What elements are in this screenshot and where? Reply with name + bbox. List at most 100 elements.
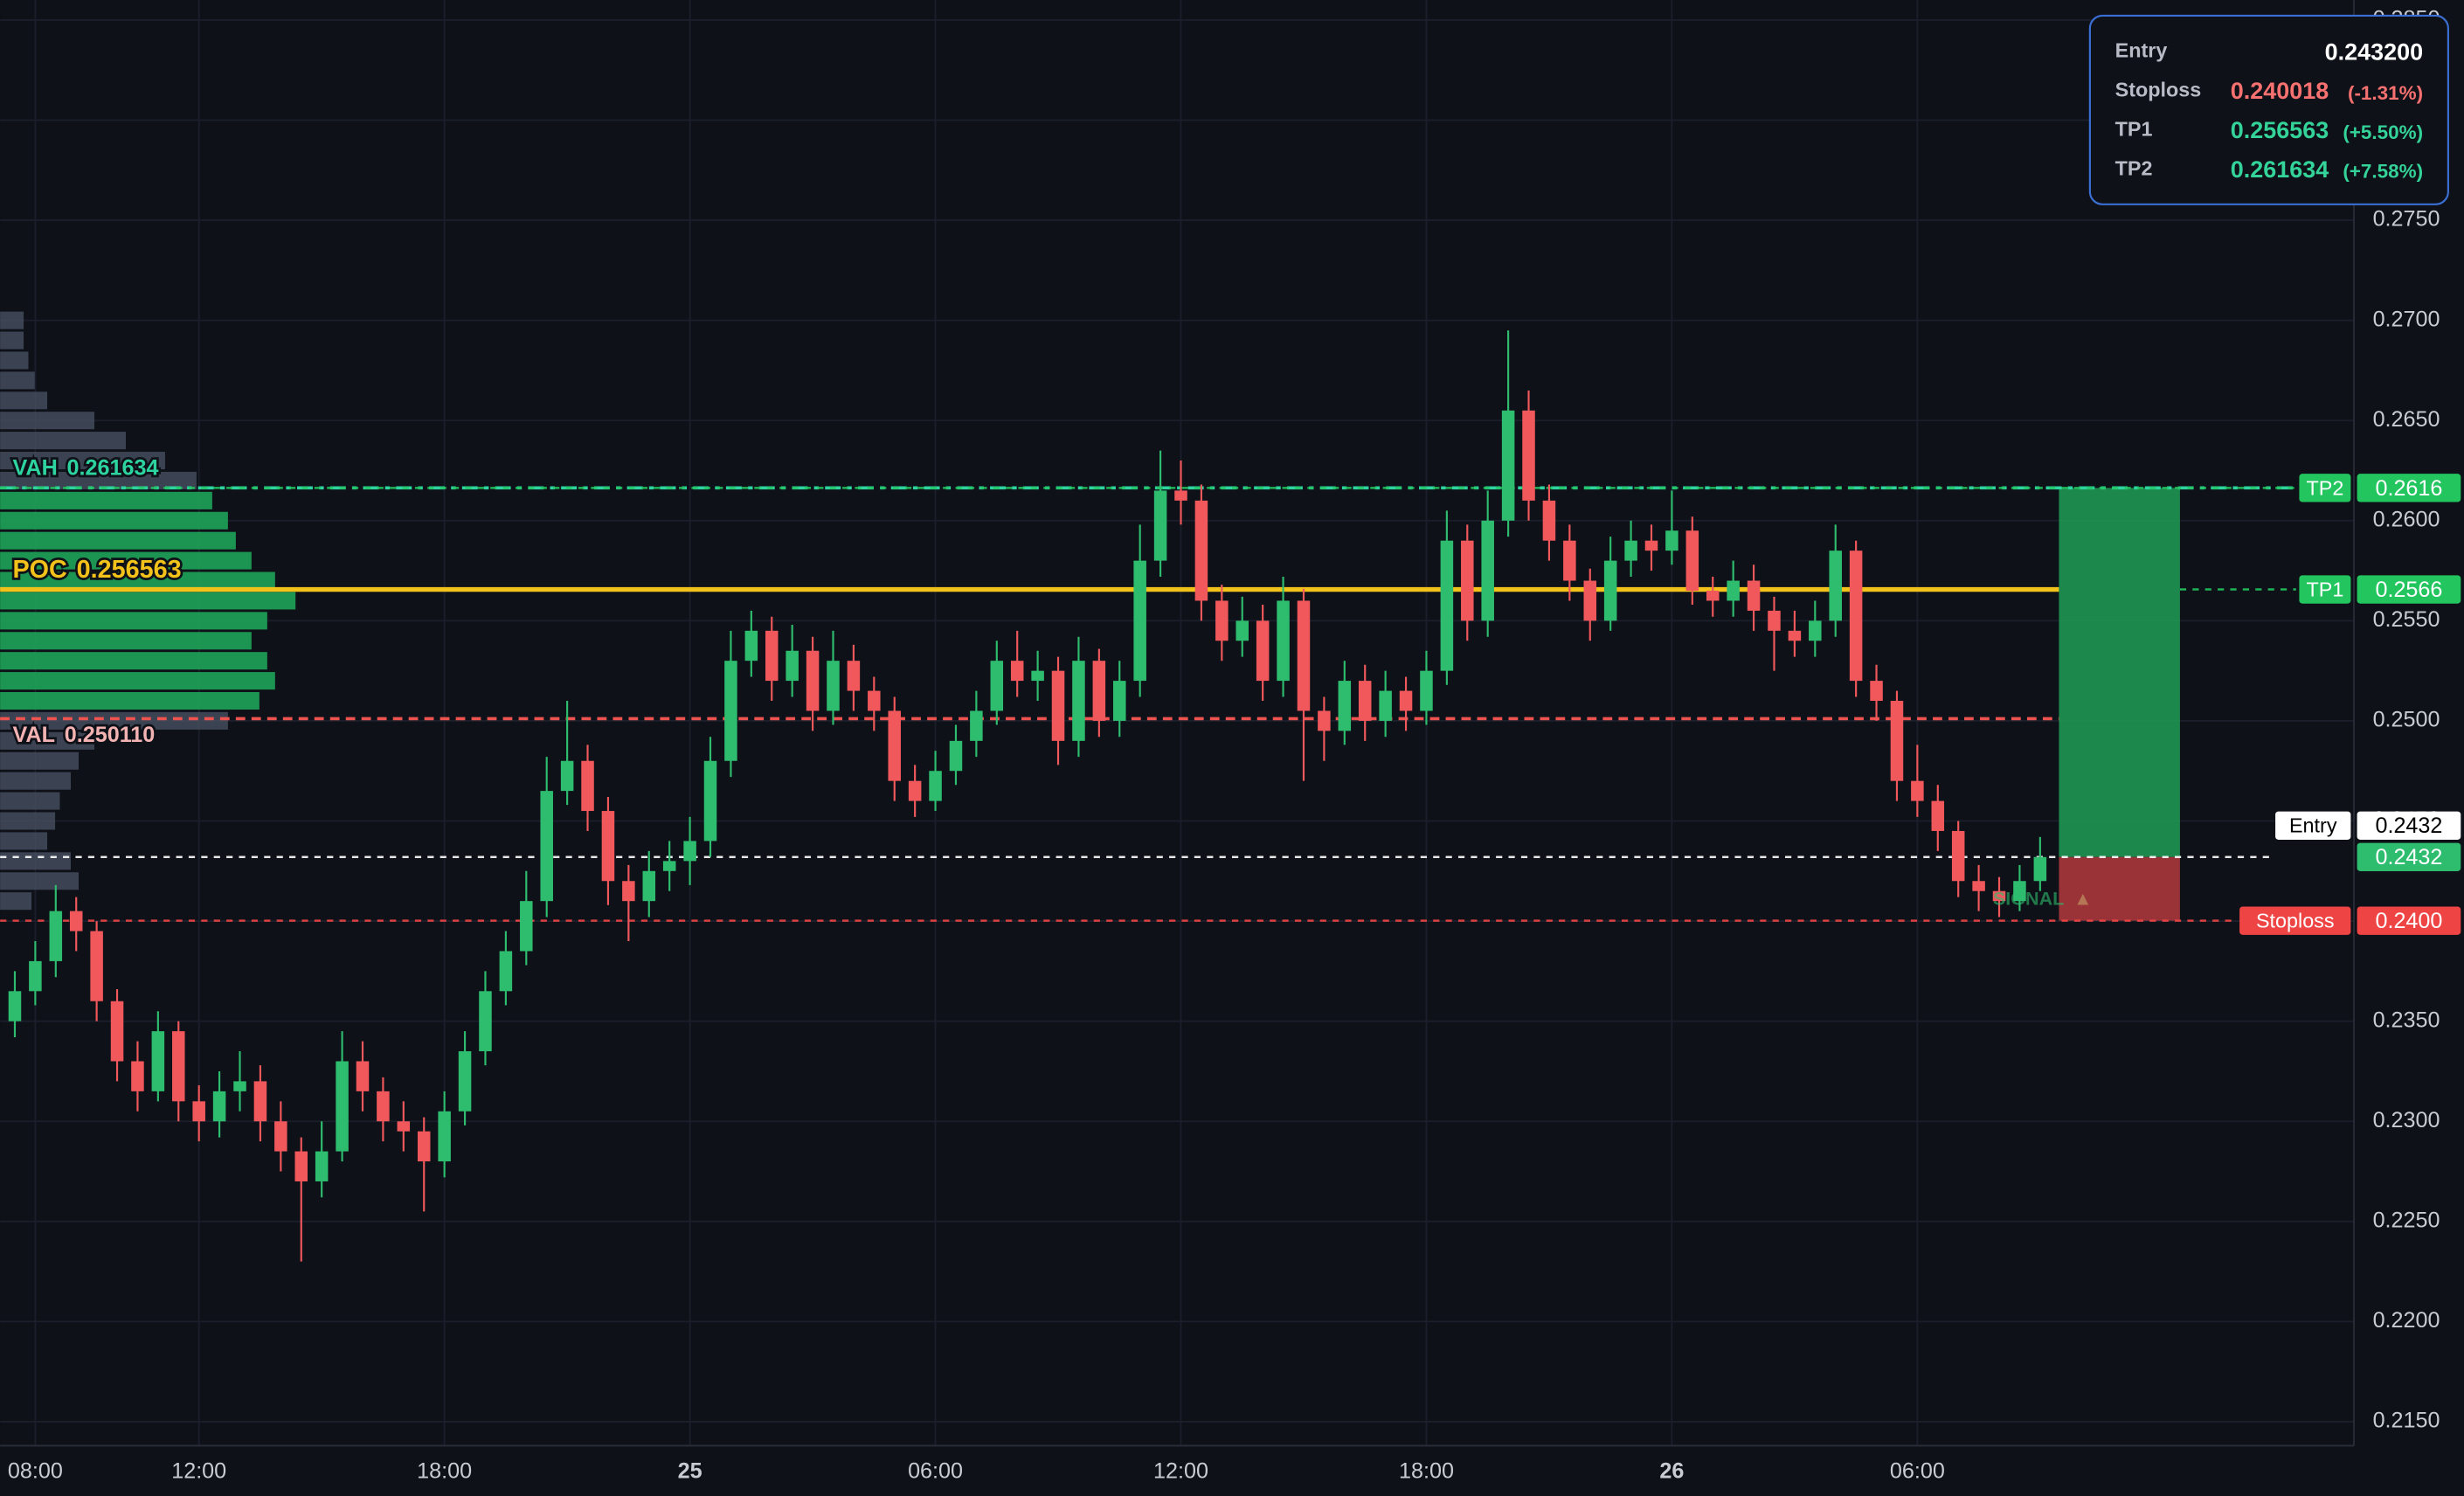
- level-value: 0.2616: [2375, 476, 2442, 501]
- profile-bar: [0, 331, 24, 350]
- candle-body: [499, 951, 513, 992]
- profile-bar: [0, 731, 95, 750]
- profile-label: VAL 0.250110: [13, 723, 156, 747]
- y-tick-label: 0.2500: [2373, 708, 2440, 732]
- profile-bar: [0, 632, 252, 650]
- panel-value: 0.256563: [2231, 117, 2329, 143]
- profile-bar: [0, 412, 95, 430]
- candle-body: [253, 1081, 267, 1122]
- level-name-badge: [2275, 811, 2351, 840]
- x-tick-label: 25: [678, 1459, 703, 1484]
- profile-bar: [0, 711, 228, 730]
- profile-bar: [0, 672, 275, 690]
- candle-body: [1563, 540, 1576, 581]
- signal-text: SIGNAL: [1993, 887, 2064, 909]
- candle-body: [990, 661, 1004, 711]
- candle-body: [1931, 800, 1945, 831]
- candle-body: [1809, 620, 1822, 641]
- profile-bar: [0, 652, 267, 670]
- panel-change: (+5.50%): [2343, 121, 2423, 143]
- candle-body: [1256, 620, 1270, 682]
- candle-body: [581, 760, 594, 812]
- candle-body: [744, 630, 758, 661]
- candle-body: [806, 650, 820, 711]
- y-tick-label: 0.2600: [2373, 507, 2440, 531]
- candle-body: [1788, 630, 1802, 641]
- candle-body: [1829, 551, 1842, 621]
- profile-bar: [0, 511, 228, 530]
- profile-value: 0.261634: [67, 455, 159, 480]
- profile-value: 0.250110: [65, 723, 156, 747]
- candle-body: [540, 791, 553, 902]
- candle-body: [417, 1131, 431, 1162]
- candle-body: [29, 960, 42, 992]
- candle-body: [1481, 520, 1494, 621]
- profile-label: VAH 0.261634: [13, 455, 159, 480]
- candle-body: [642, 870, 656, 902]
- candle-body: [315, 1151, 329, 1181]
- profile-bar: [0, 432, 126, 450]
- y-tick-label: 0.2350: [2373, 1008, 2440, 1032]
- candle-body: [1133, 560, 1146, 682]
- candle-body: [827, 661, 840, 711]
- y-tick-label: 0.2550: [2373, 607, 2440, 632]
- profile-bar: [0, 692, 260, 710]
- candle-body: [2033, 856, 2047, 882]
- risk-zone: [2059, 856, 2180, 921]
- candle-body: [662, 861, 676, 871]
- x-tick-label: 18:00: [417, 1459, 472, 1484]
- panel-label: Stoploss: [2115, 78, 2202, 100]
- candle-body: [1318, 710, 1331, 731]
- profile-bar: [0, 872, 80, 890]
- candle-body: [1113, 681, 1126, 721]
- profile-label: POC 0.256563: [13, 556, 182, 584]
- candle-body: [949, 740, 963, 772]
- candle-body: [212, 1091, 226, 1122]
- profile-bar: [0, 792, 60, 810]
- candle-body: [601, 811, 615, 882]
- candle-body: [1215, 600, 1229, 641]
- x-tick-label: 06:00: [1890, 1459, 1945, 1484]
- candle-body: [1870, 681, 1883, 702]
- candle-body: [233, 1081, 246, 1091]
- candle-body: [1420, 670, 1433, 711]
- x-tick-label: 12:00: [171, 1459, 226, 1484]
- candle-body: [1440, 540, 1454, 671]
- candle-body: [1911, 780, 1924, 801]
- candle-body: [1277, 600, 1290, 682]
- candle-body: [703, 760, 717, 842]
- candle-body: [1603, 560, 1617, 621]
- level-value-badge: [2357, 575, 2461, 604]
- candle-body: [1542, 500, 1556, 541]
- profile-name: VAH: [13, 455, 58, 480]
- candle-body: [1297, 600, 1311, 711]
- level-value: 0.2432: [2375, 814, 2442, 838]
- candle-body: [1501, 410, 1515, 521]
- candle-body: [560, 760, 574, 792]
- level-name-badge: [2299, 575, 2351, 604]
- candle-body: [1768, 610, 1781, 631]
- profile-bar: [0, 531, 236, 550]
- profile-name: VAL: [13, 723, 55, 747]
- candle-body: [1399, 690, 1413, 711]
- candle-body: [69, 911, 83, 932]
- candle-body: [1706, 590, 1720, 601]
- y-tick-label: 0.2650: [2373, 407, 2440, 432]
- candle-body: [724, 661, 737, 761]
- candle-body: [294, 1151, 308, 1181]
- candle-body: [1051, 670, 1065, 741]
- profile-bar: [0, 592, 296, 610]
- profile-bar: [0, 371, 35, 390]
- profile-value: 0.256563: [77, 556, 182, 584]
- level-name-badge: [2299, 474, 2351, 502]
- profile-bar: [0, 551, 252, 570]
- y-tick-label: 0.2750: [2373, 207, 2440, 232]
- candle-body: [520, 901, 533, 952]
- profile-bar: [0, 832, 48, 850]
- info-panel: [2088, 14, 2449, 205]
- candle-body: [1624, 540, 1637, 561]
- y-tick-label: 0.2150: [2373, 1409, 2440, 1433]
- x-tick-label: 26: [1659, 1459, 1684, 1484]
- candle-body: [1747, 580, 1761, 611]
